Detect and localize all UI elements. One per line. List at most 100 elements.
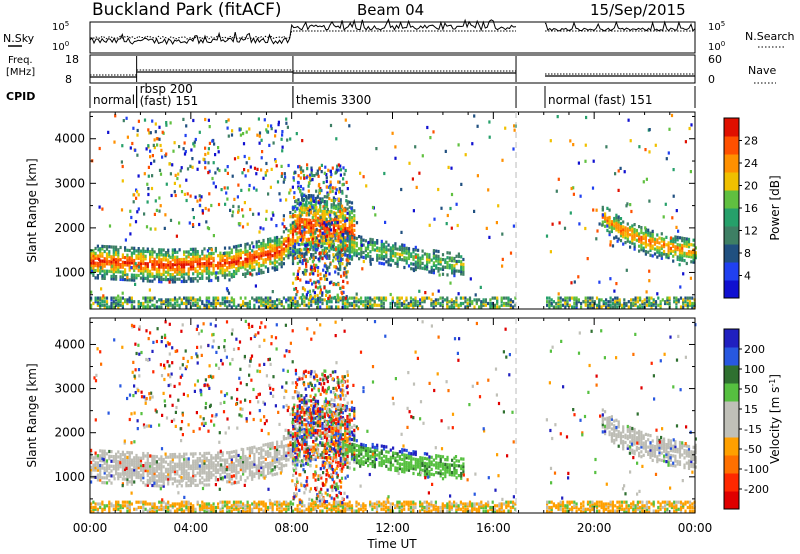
range-time-cell	[312, 507, 315, 511]
range-time-cell	[385, 240, 388, 244]
range-time-cell	[115, 275, 118, 279]
range-time-cell	[248, 264, 251, 268]
range-time-cell	[324, 223, 328, 227]
range-time-cell	[128, 470, 131, 474]
range-time-cell	[339, 164, 342, 168]
range-time-cell	[146, 502, 149, 506]
range-time-cell	[448, 305, 451, 309]
range-time-cell	[304, 244, 307, 248]
range-time-cell	[305, 262, 308, 266]
range-time-cell	[226, 256, 229, 260]
range-time-cell	[260, 249, 263, 253]
range-time-cell	[344, 241, 347, 245]
range-time-cell	[601, 223, 604, 227]
range-time-cell	[304, 251, 307, 255]
range-time-cell	[650, 305, 653, 309]
range-time-cell	[323, 202, 326, 206]
range-time-cell	[364, 303, 367, 307]
range-time-cell	[144, 276, 147, 280]
range-time-cell	[473, 507, 476, 511]
range-time-cell	[645, 290, 648, 294]
range-time-cell	[167, 251, 170, 255]
range-time-cell	[316, 229, 320, 233]
range-time-cell	[341, 230, 344, 234]
range-time-cell	[611, 298, 614, 302]
range-time-cell	[90, 266, 93, 270]
range-time-cell	[146, 274, 149, 278]
range-time-cell	[328, 234, 331, 238]
range-time-cell	[264, 509, 267, 513]
range-time-cell	[171, 277, 174, 281]
range-time-cell	[673, 504, 676, 508]
range-time-cell	[548, 301, 551, 306]
range-time-cell	[316, 211, 320, 215]
range-time-cell	[103, 476, 106, 480]
range-time-cell	[449, 281, 452, 285]
range-time-cell	[392, 254, 395, 258]
range-time-cell	[185, 279, 188, 283]
range-time-cell	[631, 239, 634, 243]
range-time-cell	[679, 505, 683, 510]
range-time-cell	[92, 458, 95, 462]
range-time-cell	[681, 256, 684, 260]
range-time-cell	[241, 225, 245, 229]
range-time-cell	[437, 254, 440, 258]
range-time-cell	[167, 505, 170, 510]
range-time-cell	[316, 216, 320, 220]
range-time-cell	[135, 266, 138, 270]
range-time-cell	[453, 274, 456, 278]
range-time-cell	[604, 212, 607, 216]
range-time-cell	[217, 146, 220, 150]
range-time-cell	[301, 218, 304, 222]
range-time-cell	[244, 257, 247, 261]
range-time-cell	[342, 245, 345, 249]
range-time-cell	[126, 248, 129, 252]
range-time-cell	[586, 305, 590, 309]
range-time-cell	[155, 262, 158, 266]
range-time-cell	[417, 263, 420, 267]
range-time-cell	[280, 300, 283, 304]
range-time-cell	[575, 303, 578, 307]
range-time-cell	[312, 289, 315, 293]
range-time-cell	[205, 259, 208, 263]
range-time-cell	[242, 504, 245, 508]
range-time-cell	[99, 269, 102, 273]
range-time-cell	[247, 169, 250, 173]
range-time-cell	[337, 207, 340, 211]
range-time-cell	[335, 500, 338, 504]
range-time-cell	[137, 193, 140, 197]
range-time-cell	[450, 192, 454, 197]
range-time-cell	[631, 234, 634, 238]
range-time-cell	[335, 206, 338, 210]
range-time-cell	[421, 296, 424, 300]
range-time-cell	[262, 303, 265, 307]
range-time-cell	[425, 504, 428, 508]
range-time-cell	[609, 296, 612, 300]
range-time-cell	[584, 300, 587, 304]
range-time-cell	[348, 261, 351, 266]
range-time-cell	[365, 184, 368, 188]
range-time-cell	[198, 222, 201, 227]
range-time-cell	[369, 240, 372, 244]
range-time-cell	[323, 195, 326, 199]
range-time-cell	[636, 502, 639, 506]
range-time-cell	[110, 481, 113, 485]
range-time-cell	[185, 507, 188, 511]
range-time-cell	[285, 502, 288, 506]
range-time-cell	[409, 507, 413, 511]
range-time-cell	[257, 257, 261, 261]
range-time-cell	[196, 259, 199, 263]
range-time-cell	[111, 264, 114, 268]
range-time-cell	[677, 500, 680, 504]
range-time-cell	[664, 500, 667, 504]
range-time-cell	[219, 254, 222, 258]
range-time-cell	[622, 232, 625, 236]
range-time-cell	[171, 258, 174, 262]
range-time-cell	[298, 218, 301, 222]
range-time-cell	[330, 232, 333, 236]
range-time-cell	[640, 245, 643, 249]
range-time-cell	[189, 296, 192, 300]
range-time-cell	[328, 502, 331, 506]
range-time-cell	[502, 303, 506, 307]
range-time-cell	[668, 504, 671, 508]
